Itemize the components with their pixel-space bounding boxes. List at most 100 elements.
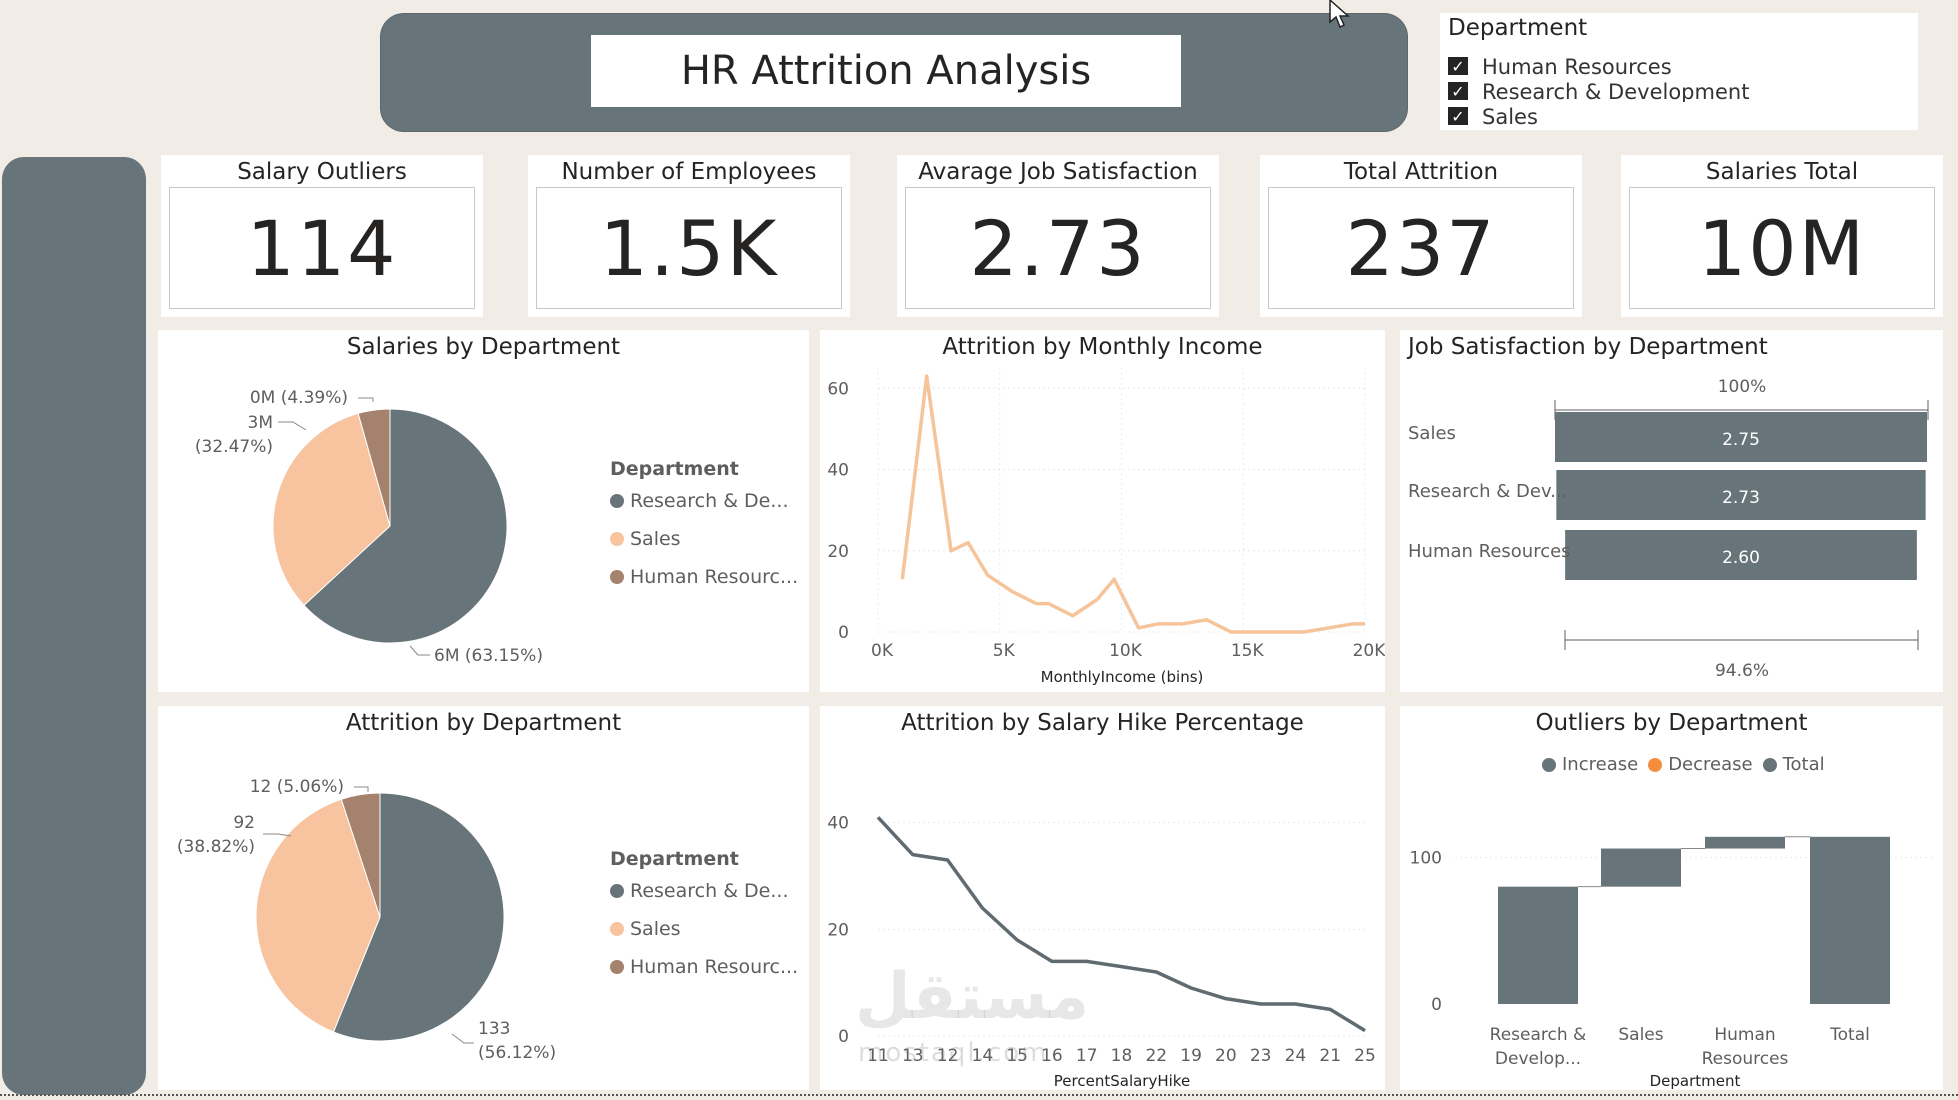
legend-label: Research & De... [630, 880, 789, 902]
checkbox-checked-icon[interactable]: ✓ [1448, 57, 1468, 76]
pie-legend: Department Research & De... Sales Human … [610, 458, 798, 588]
legend-item-sales[interactable]: Sales [610, 528, 798, 550]
x-tick-label: 25 [1354, 1046, 1376, 1066]
bar-research-dev- [1556, 470, 1926, 520]
x-tick-label: 16 [1041, 1046, 1063, 1066]
pie-data-label: (56.12%) [478, 1043, 556, 1063]
attrition-by-department-chart[interactable]: Attrition by Department 133 (56.12%) 92 (38… [158, 706, 809, 1090]
x-tick-label: Total [1829, 1025, 1870, 1045]
legend-item-increase[interactable]: Increase [1542, 754, 1638, 775]
legend-dot-icon [610, 922, 624, 936]
pie-leader-line [263, 833, 292, 837]
pie-slice-human-resources [357, 408, 391, 527]
attrition-pie-svg[interactable]: 133 (56.12%) 92 (38.82%) 12 (5.06%) [158, 706, 809, 1090]
kpi-value: 114 [169, 187, 475, 309]
slicer-item-label: Research & Development [1482, 80, 1750, 102]
slicer-item-human-resources[interactable]: ✓ Human Resources [1448, 55, 1672, 77]
waterfall-bar-2 [1705, 836, 1785, 849]
y-tick-label: 0 [838, 623, 849, 643]
x-tick-label: 20 [1215, 1046, 1237, 1066]
bar-data-label: 2.75 [1722, 430, 1760, 450]
pie-slice-research-development [303, 408, 508, 644]
waterfall-bar-1 [1601, 848, 1681, 887]
kpi-card-average-job-satisfaction[interactable]: Avarage Job Satisfaction 2.73 [897, 155, 1219, 317]
legend-dot-icon [610, 960, 624, 974]
x-tick-label: 14 [972, 1046, 994, 1066]
slicer-item-sales[interactable]: ✓ Sales [1448, 105, 1538, 127]
slicer-item-research-development[interactable]: ✓ Research & Development [1448, 80, 1749, 102]
monthly-income-line-svg[interactable]: 0 20 40 60 0K 5K 10K 15K 20K MonthlyIncome (bins) [820, 330, 1385, 692]
waterfall-bar-0 [1498, 886, 1578, 1004]
kpi-card-total-attrition[interactable]: Total Attrition 237 [1260, 155, 1582, 317]
pie-slice-human-resources [340, 792, 381, 918]
legend-item-human-resources[interactable]: Human Resourc... [610, 566, 798, 588]
chart-title: Attrition by Department [345, 710, 622, 736]
legend-item-research[interactable]: Research & De... [610, 490, 798, 512]
category-label: Research & Dev... [1408, 481, 1567, 502]
kpi-value: 237 [1268, 187, 1574, 309]
pie-data-label: 133 [478, 1019, 510, 1039]
salary-hike-line-svg[interactable]: 0 20 40 11 13 12 14 15 16 17 18 22 19 20 23 24 21 25 Perce… [820, 706, 1385, 1090]
bar-data-label: 2.60 [1722, 548, 1760, 568]
checkbox-checked-icon[interactable]: ✓ [1448, 82, 1468, 101]
kpi-label: Total Attrition [1343, 159, 1499, 185]
pie-legend: Department Research & De... Sales Human … [610, 848, 798, 978]
x-tick-label: 5K [993, 641, 1016, 661]
y-tick-label: 20 [827, 542, 849, 562]
salaries-by-department-chart[interactable]: Salaries by Department 6M (63.15%) 3M (32.… [158, 330, 809, 692]
salaries-pie-svg[interactable]: 6M (63.15%) 3M (32.47%) 0M (4.39%) [158, 330, 809, 692]
x-tick-label: 18 [1111, 1046, 1133, 1066]
x-tick-label: 23 [1250, 1046, 1272, 1066]
kpi-label: Salaries Total [1705, 159, 1859, 185]
x-tick-label: 15 [1006, 1046, 1028, 1066]
legend-label: Human Resourc... [630, 566, 799, 588]
legend-label: Decrease [1668, 754, 1753, 775]
chart-title: Salaries by Department [346, 334, 621, 360]
department-slicer: Department ✓ Human Resources ✓ Research … [1440, 13, 1918, 130]
attrition-by-salary-hike-chart[interactable]: Attrition by Salary Hike Percentage 0 20 4… [820, 706, 1385, 1090]
legend-item-human-resources[interactable]: Human Resourc... [610, 956, 798, 978]
x-tick-label: 15K [1231, 641, 1265, 661]
y-tick-label: 40 [827, 461, 849, 481]
legend-item-total[interactable]: Total [1762, 754, 1825, 775]
pie-leader-line [409, 645, 430, 656]
job-satisfaction-by-department-chart[interactable]: Job Satisfaction by Department 100% 2.75 S… [1400, 330, 1943, 692]
pie-leader-line [451, 1033, 474, 1044]
bar-human-resources [1565, 530, 1917, 580]
legend-label: Sales [630, 528, 681, 550]
job-satisfaction-bar-svg[interactable]: 100% 2.75 Sales 2.73 Research & Dev... 2.60 Hu… [1400, 330, 1943, 692]
x-tick-label: 22 [1145, 1046, 1167, 1066]
chart-title: Outliers by Department [1535, 710, 1808, 736]
checkbox-checked-icon[interactable]: ✓ [1448, 107, 1468, 126]
series-line-attrition [900, 374, 1365, 634]
outliers-by-department-chart[interactable]: Outliers by Department Increase Decrease… [1400, 706, 1943, 1090]
kpi-card-number-of-employees[interactable]: Number of Employees 1.5K [528, 155, 850, 317]
kpi-value: 10M [1629, 187, 1935, 309]
legend-item-sales[interactable]: Sales [610, 918, 798, 940]
attrition-by-monthly-income-chart[interactable]: Attrition by Monthly Income 0 20 40 60 0K 5K 1… [820, 330, 1385, 692]
x-axis-title: PercentSalaryHike [1054, 1072, 1190, 1090]
slicer-title: Department [1448, 15, 1588, 41]
pie-data-label: 0M (4.39%) [250, 388, 348, 408]
kpi-card-salaries-total[interactable]: Salaries Total 10M [1621, 155, 1943, 317]
legend-label: Research & De... [630, 490, 789, 512]
legend-item-decrease[interactable]: Decrease [1648, 754, 1753, 775]
legend-dot-icon [610, 884, 624, 898]
y-tick-label: 20 [827, 920, 849, 940]
outliers-waterfall-svg[interactable]: 100 0 Research & Develop... Sales Human Resour… [1400, 706, 1943, 1090]
x-tick-label: 24 [1285, 1046, 1307, 1066]
legend-dot-icon [610, 570, 624, 584]
x-tick-label: 10K [1109, 641, 1143, 661]
legend-dot-icon [610, 532, 624, 546]
page-title-text: HR Attrition Analysis [680, 48, 1092, 94]
pie-leader-line [278, 421, 307, 431]
category-label: Human Resources [1408, 541, 1571, 562]
kpi-label: Number of Employees [561, 159, 817, 185]
y-tick-label: 40 [827, 814, 849, 834]
legend-item-research[interactable]: Research & De... [610, 880, 798, 902]
pie-data-label: (32.47%) [195, 437, 273, 457]
kpi-label: Salary Outliers [237, 159, 407, 185]
y-tick-label: 100 [1410, 848, 1442, 868]
kpi-value: 2.73 [905, 187, 1211, 309]
kpi-card-salary-outliers[interactable]: Salary Outliers 114 [161, 155, 483, 317]
